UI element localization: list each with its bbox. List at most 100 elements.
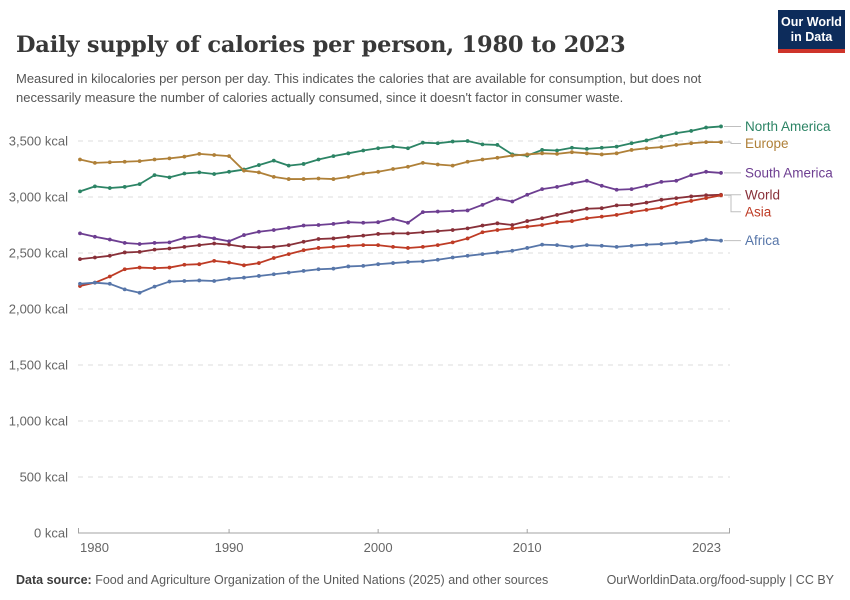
data-point-world[interactable] — [212, 241, 217, 246]
data-point-africa[interactable] — [331, 266, 336, 271]
data-point-asia[interactable] — [271, 256, 276, 260]
data-point-africa[interactable] — [137, 290, 142, 295]
series-label-north-america[interactable]: North America — [745, 119, 831, 134]
data-point-europe[interactable] — [570, 150, 574, 155]
data-point-south-america[interactable] — [122, 241, 127, 245]
data-point-asia[interactable] — [376, 243, 381, 248]
data-point-asia[interactable] — [242, 263, 246, 268]
data-point-asia[interactable] — [450, 240, 455, 245]
data-point-europe[interactable] — [256, 170, 261, 175]
data-point-africa[interactable] — [167, 279, 172, 284]
data-point-europe[interactable] — [599, 152, 604, 157]
data-point-europe[interactable] — [704, 140, 708, 145]
data-point-africa[interactable] — [435, 257, 440, 262]
data-point-north-america[interactable] — [271, 158, 276, 163]
data-point-north-america[interactable] — [406, 146, 410, 151]
data-point-asia[interactable] — [197, 262, 202, 267]
data-point-africa[interactable] — [391, 261, 395, 265]
data-point-europe[interactable] — [93, 160, 97, 165]
data-point-asia[interactable] — [152, 266, 157, 271]
data-point-world[interactable] — [346, 234, 351, 239]
data-point-europe[interactable] — [435, 162, 440, 167]
data-point-south-america[interactable] — [480, 202, 485, 207]
data-point-asia[interactable] — [182, 262, 187, 267]
data-point-south-america[interactable] — [197, 234, 202, 239]
data-point-north-america[interactable] — [376, 146, 381, 151]
data-point-world[interactable] — [614, 203, 619, 208]
data-point-europe[interactable] — [689, 141, 694, 146]
data-point-world[interactable] — [704, 193, 708, 198]
data-point-europe[interactable] — [78, 157, 82, 162]
data-point-africa[interactable] — [510, 248, 515, 253]
data-point-north-america[interactable] — [555, 148, 559, 153]
data-point-north-america[interactable] — [197, 170, 202, 175]
data-point-south-america[interactable] — [331, 221, 336, 226]
data-point-world[interactable] — [197, 243, 202, 248]
data-point-south-america[interactable] — [406, 220, 410, 225]
data-point-south-america[interactable] — [495, 196, 500, 201]
data-point-asia[interactable] — [674, 201, 679, 206]
data-point-asia[interactable] — [435, 243, 440, 248]
series-label-south-america[interactable]: South America — [745, 165, 833, 180]
data-point-asia[interactable] — [286, 252, 291, 257]
data-point-south-america[interactable] — [301, 223, 306, 228]
data-point-asia[interactable] — [420, 244, 425, 249]
data-point-europe[interactable] — [152, 157, 157, 162]
data-point-asia[interactable] — [510, 226, 515, 231]
data-point-europe[interactable] — [346, 174, 351, 179]
data-point-world[interactable] — [391, 231, 395, 236]
data-point-africa[interactable] — [212, 279, 217, 283]
data-point-asia[interactable] — [644, 207, 649, 212]
data-point-europe[interactable] — [420, 160, 425, 165]
data-point-asia[interactable] — [256, 261, 261, 265]
data-point-world[interactable] — [271, 244, 276, 249]
data-point-world[interactable] — [450, 228, 455, 232]
data-point-africa[interactable] — [495, 250, 500, 255]
data-point-world[interactable] — [107, 253, 112, 258]
data-point-asia[interactable] — [391, 244, 395, 249]
data-point-asia[interactable] — [570, 219, 574, 223]
data-point-asia[interactable] — [614, 213, 619, 217]
data-point-asia[interactable] — [540, 223, 545, 227]
data-point-europe[interactable] — [584, 151, 589, 156]
data-point-europe[interactable] — [719, 140, 723, 145]
data-point-south-america[interactable] — [644, 183, 649, 188]
data-point-asia[interactable] — [495, 228, 500, 232]
data-point-south-america[interactable] — [107, 237, 112, 242]
data-point-north-america[interactable] — [614, 144, 619, 149]
data-point-south-america[interactable] — [465, 208, 470, 213]
data-point-world[interactable] — [152, 247, 157, 252]
data-point-africa[interactable] — [93, 280, 97, 285]
data-point-europe[interactable] — [182, 154, 187, 159]
data-point-south-america[interactable] — [599, 183, 604, 188]
data-point-world[interactable] — [376, 232, 381, 236]
owid-link[interactable]: OurWorldinData.org/food-supply | CC BY — [606, 573, 834, 587]
data-point-north-america[interactable] — [480, 142, 485, 147]
data-point-europe[interactable] — [659, 145, 664, 150]
data-point-world[interactable] — [420, 230, 425, 235]
data-point-south-america[interactable] — [584, 178, 589, 183]
data-point-africa[interactable] — [420, 259, 425, 264]
data-point-north-america[interactable] — [674, 131, 679, 136]
data-point-south-america[interactable] — [361, 220, 366, 225]
data-point-world[interactable] — [242, 244, 246, 249]
data-point-asia[interactable] — [212, 258, 217, 263]
data-point-asia[interactable] — [227, 260, 231, 265]
data-point-asia[interactable] — [704, 196, 708, 201]
data-point-world[interactable] — [644, 200, 649, 205]
data-point-africa[interactable] — [271, 272, 276, 277]
data-point-africa[interactable] — [629, 243, 634, 248]
data-point-asia[interactable] — [137, 265, 142, 270]
data-point-europe[interactable] — [316, 176, 321, 181]
data-point-south-america[interactable] — [346, 220, 351, 225]
data-point-world[interactable] — [227, 242, 231, 247]
data-point-north-america[interactable] — [137, 182, 142, 187]
data-point-north-america[interactable] — [93, 184, 97, 189]
data-point-south-america[interactable] — [674, 178, 679, 183]
data-point-africa[interactable] — [450, 255, 455, 260]
data-point-south-america[interactable] — [316, 223, 321, 227]
data-point-africa[interactable] — [674, 241, 679, 245]
data-point-north-america[interactable] — [629, 141, 634, 146]
data-point-africa[interactable] — [584, 243, 589, 248]
data-point-world[interactable] — [182, 244, 187, 249]
